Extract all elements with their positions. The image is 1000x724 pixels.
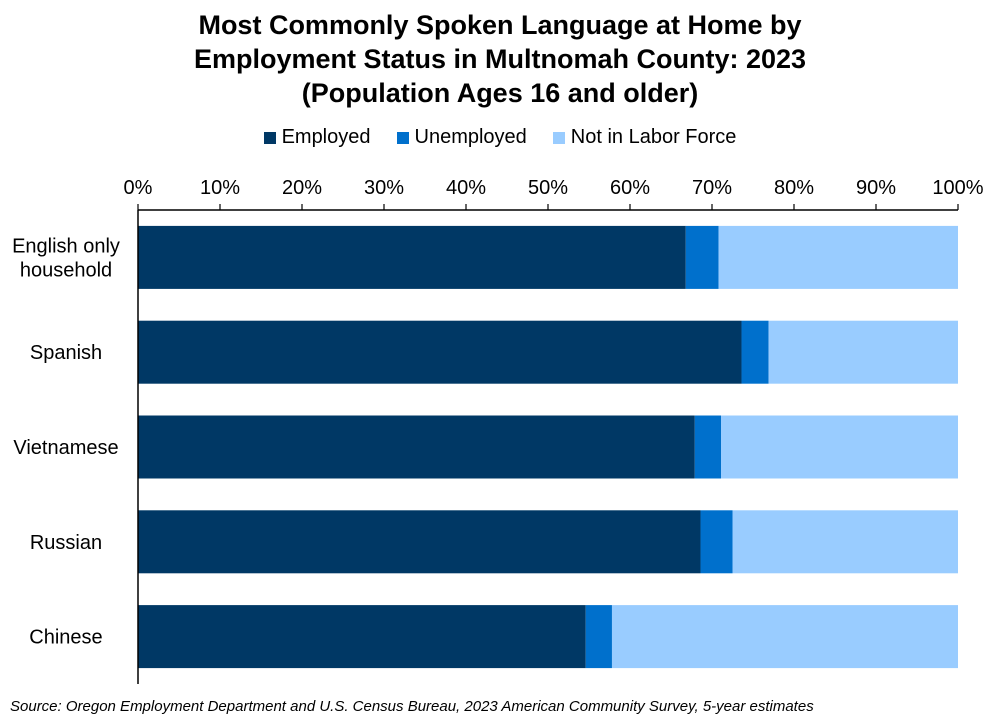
x-tick-label: 20% bbox=[282, 177, 322, 199]
legend-item-employed: Employed bbox=[263, 126, 371, 149]
x-tick-label: 30% bbox=[364, 177, 404, 199]
title-line-1: Most Commonly Spoken Language at Home by bbox=[198, 10, 802, 40]
legend-label-unemployed: Unemployed bbox=[414, 126, 527, 148]
x-tick-label: 90% bbox=[856, 177, 896, 199]
x-tick-label: 80% bbox=[774, 177, 814, 199]
legend-label-not-in-labor-force: Not in Labor Force bbox=[570, 126, 737, 148]
legend-label-employed: Employed bbox=[281, 126, 371, 148]
bar-segment-employed bbox=[138, 605, 586, 669]
x-tick-label: 100% bbox=[932, 177, 983, 199]
x-tick-label: 70% bbox=[692, 177, 732, 199]
category-label: Chinese bbox=[29, 627, 102, 649]
legend-item-unemployed: Unemployed bbox=[396, 126, 527, 149]
bar-segment-not-in-labor-force bbox=[718, 225, 958, 289]
category-label: Russian bbox=[30, 532, 102, 554]
x-tick-label: 50% bbox=[528, 177, 568, 199]
x-tick-label: 40% bbox=[446, 177, 486, 199]
bar-segment-employed bbox=[138, 510, 701, 574]
bar-segment-unemployed bbox=[685, 225, 719, 289]
bar-segment-not-in-labor-force bbox=[721, 415, 958, 479]
bar-segment-not-in-labor-force bbox=[611, 605, 958, 669]
x-tick-label: 60% bbox=[610, 177, 650, 199]
chart-title: Most Commonly Spoken Language at Home by… bbox=[0, 8, 1000, 110]
legend-swatch-unemployed bbox=[396, 131, 409, 144]
bar-segment-unemployed bbox=[694, 415, 722, 479]
x-tick-label: 0% bbox=[124, 177, 153, 199]
bar-segment-unemployed bbox=[741, 320, 769, 384]
bar-segment-not-in-labor-force bbox=[768, 320, 958, 384]
bar-segment-unemployed bbox=[700, 510, 733, 574]
legend-item-not-in-labor-force: Not in Labor Force bbox=[552, 126, 737, 149]
source-note: Source: Oregon Employment Department and… bbox=[10, 698, 814, 715]
bar-segment-not-in-labor-force bbox=[732, 510, 958, 574]
bar-segment-employed bbox=[138, 415, 695, 479]
bar-segment-unemployed bbox=[585, 605, 612, 669]
x-tick-label: 10% bbox=[200, 177, 240, 199]
category-label: English only household bbox=[12, 235, 120, 281]
bar-segment-employed bbox=[138, 225, 686, 289]
legend: Employed Unemployed Not in Labor Force bbox=[0, 126, 1000, 149]
legend-swatch-not-in-labor-force bbox=[552, 131, 565, 144]
bar-segment-employed bbox=[138, 320, 742, 384]
title-line-2: Employment Status in Multnomah County: 2… bbox=[193, 44, 807, 74]
title-line-3: (Population Ages 16 and older) bbox=[301, 78, 699, 108]
category-label: Vietnamese bbox=[13, 437, 118, 459]
category-label: Spanish bbox=[30, 342, 102, 364]
legend-swatch-employed bbox=[263, 131, 276, 144]
